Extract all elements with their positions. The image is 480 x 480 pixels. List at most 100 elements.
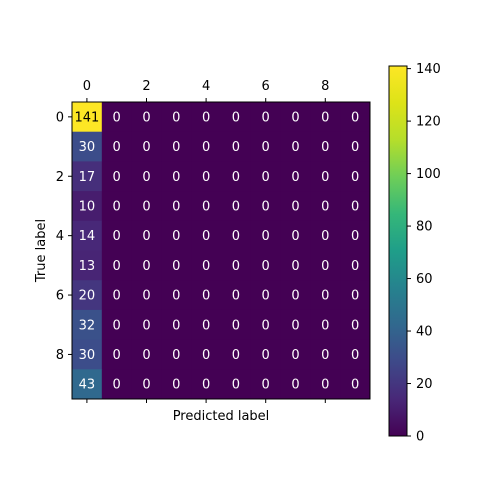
cell-value-label: 0 [113, 170, 121, 185]
heatmap-cell [101, 369, 133, 400]
heatmap-cell [340, 339, 371, 370]
cell-value-label: 17 [79, 170, 96, 185]
cell-value-label: 0 [113, 378, 121, 393]
cell-value-label: 0 [113, 318, 121, 333]
heatmap-cell [131, 102, 162, 133]
cell-value-label: 0 [291, 259, 299, 274]
cell-value-label: 0 [142, 110, 150, 125]
cell-value-label: 0 [291, 348, 299, 363]
cell-value-label: 0 [142, 348, 150, 363]
cell-value-label: 0 [291, 229, 299, 244]
cell-value-label: 0 [232, 229, 240, 244]
heatmap-cell [72, 309, 103, 341]
heatmap-cell [101, 309, 133, 341]
heatmap-cell [310, 220, 341, 251]
heatmap-cell [191, 250, 222, 281]
heatmap-cell [221, 250, 252, 281]
cell-value-label: 0 [291, 318, 299, 333]
cell-value-label: 0 [232, 378, 240, 393]
cell-value-label: 0 [262, 378, 270, 393]
heatmap-cell [101, 161, 133, 192]
cell-value-label: 0 [172, 378, 180, 393]
heatmap-cell [72, 161, 103, 192]
x-tick-label: 8 [321, 79, 329, 94]
cell-value-label: 0 [321, 110, 329, 125]
cell-value-label: 0 [202, 348, 210, 363]
heatmap-cell [280, 220, 311, 251]
heatmap-cell [250, 309, 282, 341]
plot-frame [71, 101, 371, 400]
cell-value-label: 0 [172, 259, 180, 274]
cell-value-label: 0 [232, 199, 240, 214]
cell-value-label: 0 [291, 140, 299, 155]
cell-value-label: 0 [172, 229, 180, 244]
cell-value-label: 0 [142, 318, 150, 333]
cell-value-label: 0 [321, 140, 329, 155]
heatmap-cell [310, 161, 341, 192]
cell-value-label: 0 [291, 378, 299, 393]
heatmap-cell [131, 220, 162, 251]
cell-value-label: 0 [202, 289, 210, 304]
cell-value-label: 32 [79, 318, 96, 333]
colorbar-tick-label: 100 [416, 167, 441, 182]
cell-value-label: 0 [113, 199, 121, 214]
heatmap-cell [191, 280, 222, 311]
heatmap-cell [72, 250, 103, 281]
cell-value-label: 0 [232, 289, 240, 304]
heatmap-cell [161, 309, 192, 341]
heatmap-cell [250, 280, 282, 311]
cell-value-label: 0 [262, 199, 270, 214]
heatmap-cell [161, 280, 192, 311]
heatmap-cell [101, 250, 133, 281]
heatmap-cells: 141 0 0 0 0 0 0 0 0 0 30 0 0 0 0 0 0 0 0 0 17 0 0 0 0 0 0 0 0 0 10 0 0 0 0… [72, 102, 371, 400]
heatmap-cell [72, 131, 103, 162]
heatmap-cell [101, 220, 133, 251]
heatmap-cell [310, 250, 341, 281]
colorbar-tick-label: 120 [416, 115, 441, 130]
cell-value-label: 0 [351, 378, 359, 393]
heatmap-cell [221, 191, 252, 222]
heatmap-cell [161, 191, 192, 222]
heatmap-cell [191, 369, 222, 400]
heatmap-cell [250, 220, 282, 251]
y-axis-label: True label [34, 219, 49, 283]
x-axis-label: Predicted label [173, 409, 270, 424]
heatmap-cell [310, 131, 341, 162]
heatmap-cell [250, 102, 282, 133]
cell-value-label: 0 [291, 110, 299, 125]
heatmap-cell [280, 250, 311, 281]
cell-value-label: 0 [321, 259, 329, 274]
heatmap-cell [280, 369, 311, 400]
heatmap-cell [72, 102, 103, 133]
heatmap-cell [250, 131, 282, 162]
heatmap-cell [250, 339, 282, 370]
heatmap-cell [161, 161, 192, 192]
heatmap-cell [250, 191, 282, 222]
heatmap-cell [72, 191, 103, 222]
heatmap-cell [161, 250, 192, 281]
cell-value-label: 0 [351, 229, 359, 244]
heatmap-cell [161, 102, 192, 133]
heatmap-cell [191, 131, 222, 162]
heatmap-cell [72, 280, 103, 311]
cell-value-label: 0 [321, 348, 329, 363]
y-tick-label: 4 [56, 229, 64, 244]
heatmap-cell [72, 369, 103, 400]
heatmap-cell [221, 280, 252, 311]
cell-value-label: 43 [79, 378, 96, 393]
colorbar [388, 65, 408, 437]
cell-value-label: 0 [321, 229, 329, 244]
y-tick-label: 8 [56, 348, 64, 363]
heatmap-cell [310, 369, 341, 400]
heatmap-cell [131, 191, 162, 222]
cell-value-label: 0 [172, 289, 180, 304]
cell-value-label: 0 [232, 140, 240, 155]
heatmap-cell [221, 161, 252, 192]
heatmap-cell [191, 220, 222, 251]
heatmap-cell [280, 102, 311, 133]
heatmap-cell [340, 131, 371, 162]
cell-value-label: 0 [142, 378, 150, 393]
heatmap-cell [340, 369, 371, 400]
cell-value-label: 0 [113, 289, 121, 304]
cell-value-label: 0 [321, 199, 329, 214]
